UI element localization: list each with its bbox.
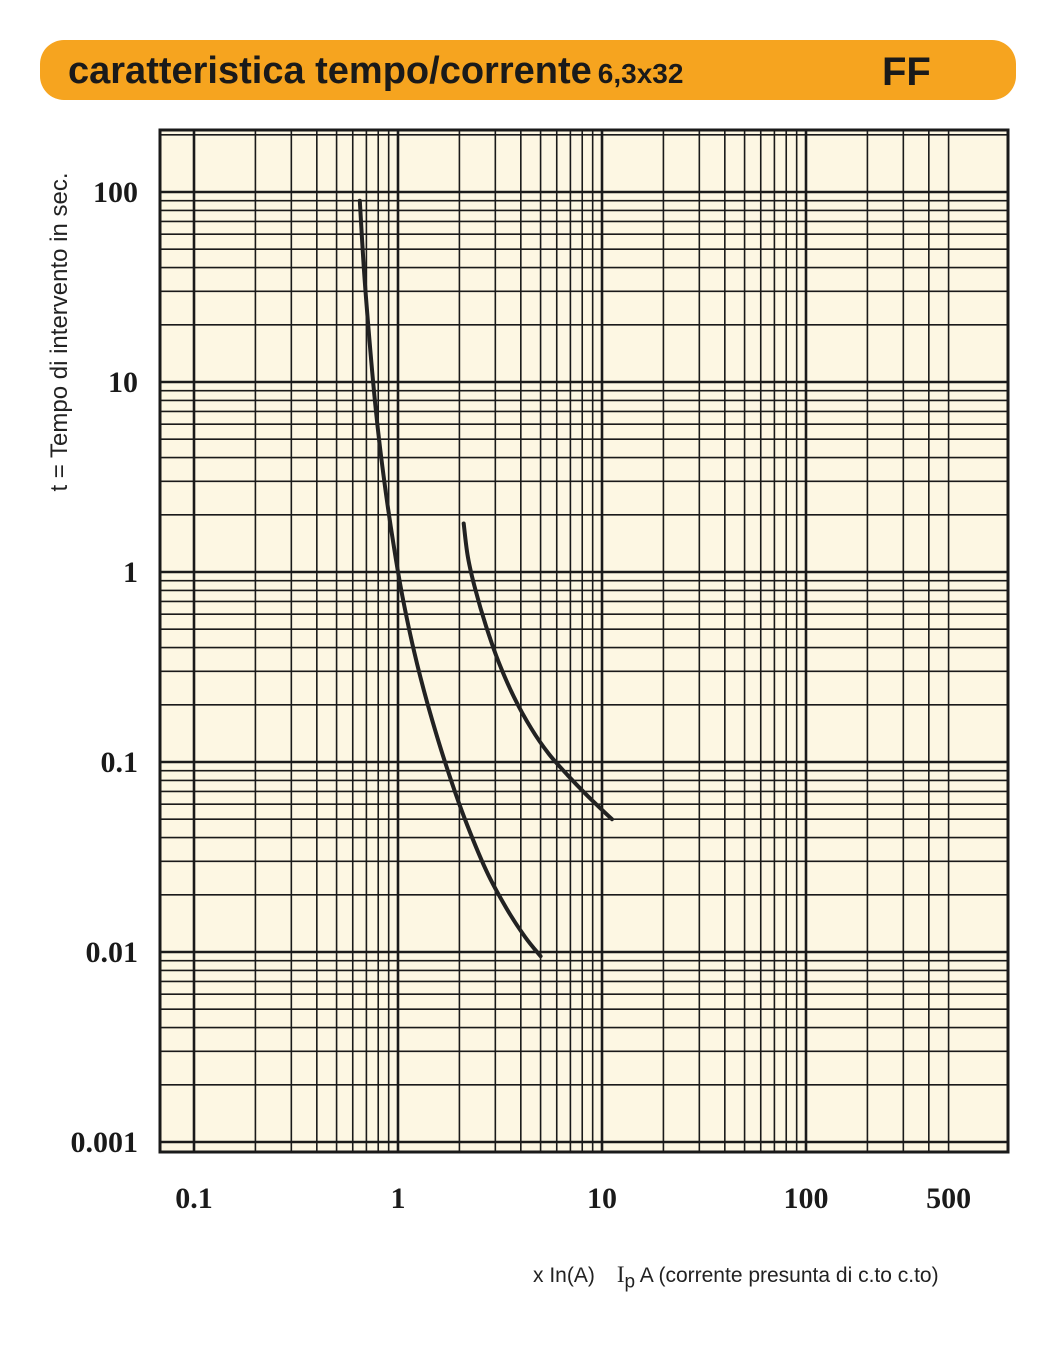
x-axis-label-suffix: A (corrente presunta di c.to c.to): [639, 1264, 939, 1287]
y-tick-label: 1: [123, 556, 138, 589]
x-tick-label: 10: [587, 1182, 617, 1215]
chart-title-text: caratteristica tempo/corrente: [68, 50, 592, 92]
x-axis-symbol-letter: I: [616, 1262, 625, 1287]
x-axis-label: x In(A) Ip A (corrente presunta di c.to c…: [533, 1262, 939, 1294]
plot-frame: [158, 128, 1010, 1154]
y-tick-label: 0.01: [86, 936, 139, 969]
x-axis-symbol: Ip: [616, 1262, 635, 1293]
x-axis-label-prefix: x In(A): [533, 1264, 595, 1287]
plot-background: [160, 130, 1008, 1152]
x-tick-label: 0.1: [175, 1182, 213, 1215]
fuse-type-code: FF: [882, 50, 931, 94]
curve-1: [357, 198, 543, 959]
x-axis-symbol-sub: p: [624, 1271, 636, 1293]
fuse-size-label: 6,3x32: [597, 58, 684, 89]
major-gridlines: [160, 130, 1008, 1152]
x-tick-label: 1: [391, 1182, 406, 1215]
header-bar: caratteristica tempo/corrente 6,3x32 FF: [40, 40, 1016, 100]
x-tick-labels: 0.1 1 10 100 500: [175, 1182, 971, 1215]
y-tick-labels: 100 10 1 0.1 0.01 0.001: [71, 176, 139, 1159]
y-tick-label: 100: [93, 176, 138, 209]
y-tick-label: 0.001: [71, 1126, 139, 1159]
x-tick-label: 500: [926, 1182, 971, 1215]
x-tick-label: 100: [784, 1182, 829, 1215]
curves: [357, 198, 614, 959]
minor-gridlines: [160, 130, 1008, 1152]
y-tick-label: 10: [108, 366, 138, 399]
chart-title: caratteristica tempo/corrente 6,3x32: [68, 52, 683, 90]
y-tick-label: 0.1: [101, 746, 139, 779]
curve-2: [461, 521, 614, 822]
